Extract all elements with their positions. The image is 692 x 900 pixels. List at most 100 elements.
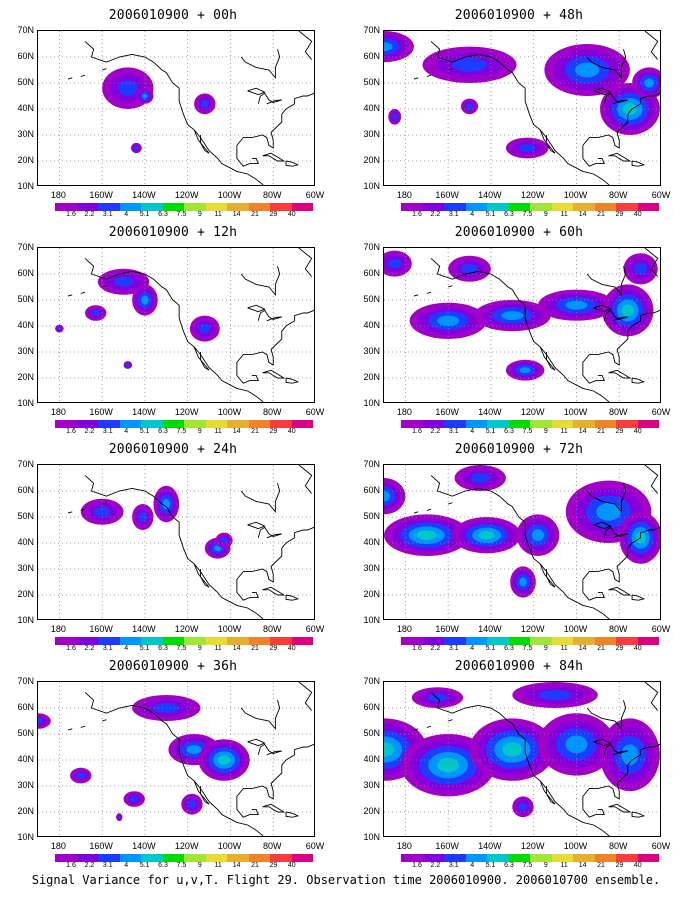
variance-contour <box>466 103 473 110</box>
coastline <box>102 719 107 722</box>
lat-tick-label: 60N <box>17 268 34 278</box>
variance-contour <box>461 263 478 274</box>
coastline <box>608 586 632 596</box>
colorbar-label: 29 <box>615 211 624 218</box>
coastline <box>603 743 628 756</box>
map-plot-area <box>37 247 315 403</box>
lon-tick-label: 160W <box>89 190 113 200</box>
variance-contour <box>113 276 134 287</box>
variance-contour <box>130 796 139 802</box>
lat-tick-label: 30N <box>363 780 380 790</box>
colorbar-swatch <box>616 637 638 645</box>
coastline <box>240 700 281 731</box>
lat-tick-label: 60N <box>363 485 380 495</box>
lon-tick-label: 100W <box>217 407 242 417</box>
lon-tick-label: 80W <box>608 841 628 851</box>
panel-title: 2006010900 + 84h <box>454 659 584 674</box>
lat-tick-label: 50N <box>17 511 34 521</box>
lat-tick-label: 30N <box>363 563 380 573</box>
coastline <box>67 511 73 514</box>
coastline <box>603 309 628 322</box>
colorbar-label: 29 <box>615 862 624 869</box>
variance-contour <box>126 363 130 367</box>
coastline <box>285 160 300 167</box>
lon-tick-label: 180 <box>396 624 412 634</box>
lat-tick-label: 40N <box>363 103 380 113</box>
colorbar-label: 40 <box>633 428 642 435</box>
colorbar-swatch <box>184 637 206 645</box>
variance-contour <box>644 78 655 88</box>
colorbar-swatch <box>594 854 616 862</box>
colorbar-label: 9 <box>197 428 202 435</box>
colorbar-label: 11 <box>214 862 222 869</box>
lat-tick-label: 70N <box>363 676 380 686</box>
lat-tick-label: 50N <box>17 294 34 304</box>
lat-tick-label: 60N <box>17 702 34 712</box>
lon-tick-label: 180 <box>396 407 412 417</box>
coastline <box>631 160 646 167</box>
colorbar-swatch <box>205 854 227 862</box>
colorbar-swatch <box>573 637 595 645</box>
coastline <box>247 521 266 530</box>
colorbar-swatch <box>141 420 163 428</box>
coastline <box>593 304 612 313</box>
lon-tick-label: 140W <box>132 190 156 200</box>
coastline <box>593 521 612 530</box>
colorbar-label: 7.5 <box>176 645 187 652</box>
colorbar-label: 5.1 <box>485 211 496 218</box>
variance-contour <box>199 323 211 334</box>
lon-tick-label: 120W <box>174 841 199 851</box>
colorbar-swatch <box>76 420 98 428</box>
lon-tick-label: 140W <box>478 624 502 634</box>
colorbar-label: 3.1 <box>448 645 459 652</box>
variance-contour <box>416 530 437 540</box>
variance-contour <box>384 42 393 52</box>
coastline <box>67 728 73 731</box>
coastline <box>236 743 314 818</box>
variance-contour <box>118 815 121 819</box>
lat-tick-label: 20N <box>363 589 380 599</box>
coastline <box>426 725 432 728</box>
colorbar-label: 2.2 <box>430 211 441 218</box>
colorbar-label: 4 <box>470 211 475 218</box>
colorbar-label: 3.1 <box>448 211 459 218</box>
colorbar-label: 1.6 <box>66 862 76 869</box>
colorbar-swatch <box>227 637 249 645</box>
lon-tick-label: 100W <box>563 841 588 851</box>
variance-contour <box>200 99 209 108</box>
colorbar-swatch <box>55 637 77 645</box>
map-svg <box>384 682 660 836</box>
colorbar-swatch <box>55 854 77 862</box>
colorbar-swatch <box>248 420 270 428</box>
colorbar-label: 11 <box>560 862 568 869</box>
variance-contour <box>519 367 531 374</box>
colorbar-label: 1.6 <box>66 211 76 218</box>
colorbar-label: 21 <box>597 862 605 869</box>
coastline <box>240 49 281 80</box>
map-panel: 2006010900 + 84h 70N 60N 50N 40N 30N 20N 10N 180… <box>346 651 692 869</box>
variance-contour <box>519 144 536 152</box>
colorbar-label: 21 <box>597 428 605 435</box>
colorbar-swatch <box>119 854 141 862</box>
lat-tick-label: 60N <box>17 485 34 495</box>
colorbar-label: 14 <box>232 428 241 435</box>
colorbar-swatch <box>76 203 98 211</box>
coastline <box>298 248 313 277</box>
map-svg <box>38 465 314 619</box>
colorbar-swatch <box>205 420 227 428</box>
colorbar-swatch <box>227 854 249 862</box>
lat-tick-label: 40N <box>17 754 34 764</box>
colorbar-label: 40 <box>287 428 296 435</box>
lon-tick-label: 80W <box>608 190 628 200</box>
colorbar-swatch <box>530 854 552 862</box>
variance-contour <box>565 735 588 754</box>
colorbar-swatch <box>551 637 573 645</box>
colorbar-label: 9 <box>543 211 548 218</box>
variance-contour <box>437 758 460 773</box>
colorbar-label: 3.1 <box>448 428 459 435</box>
coastline <box>603 92 628 105</box>
colorbar-swatch <box>291 420 313 428</box>
coastline <box>582 743 660 818</box>
colorbar-swatch <box>205 637 227 645</box>
colorbar-label: 29 <box>269 428 278 435</box>
